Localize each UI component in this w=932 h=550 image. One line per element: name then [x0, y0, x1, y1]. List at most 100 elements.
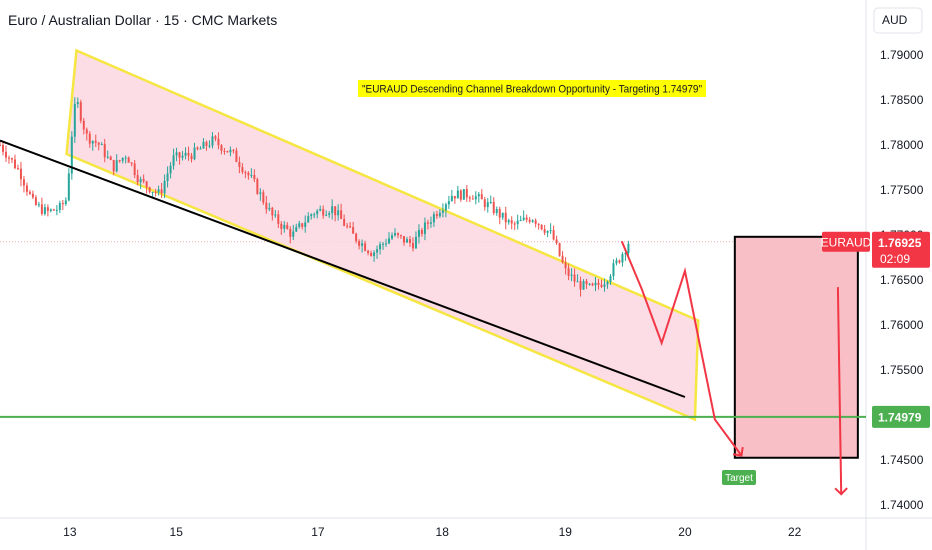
annotation-text: "EURAUD Descending Channel Breakdown Opp…	[362, 84, 702, 96]
candle-body	[492, 202, 495, 214]
candle-body	[100, 144, 103, 146]
candle-body	[564, 262, 567, 269]
candle-body	[423, 222, 426, 234]
candle-body	[253, 175, 256, 180]
candle-body	[220, 145, 223, 151]
candle-body	[612, 263, 615, 277]
candle-body	[172, 155, 175, 166]
candle-body	[157, 189, 160, 193]
candle-body	[388, 238, 391, 244]
y-tick-label: 1.74500	[880, 453, 924, 467]
candle-body	[103, 144, 106, 158]
candle-body	[552, 230, 555, 240]
candle-body	[229, 149, 232, 153]
candle-body	[292, 231, 295, 237]
chart-title: Euro / Australian Dollar · 15 · CMC Mark…	[8, 12, 278, 28]
candle-body	[208, 145, 211, 147]
candle-body	[196, 147, 199, 149]
candle-body	[549, 230, 552, 232]
candle-body	[94, 140, 97, 143]
candle-body	[46, 207, 49, 211]
candle-body	[483, 199, 486, 208]
annotation-background	[358, 80, 706, 97]
candle-body	[10, 158, 13, 160]
x-tick-label: 13	[63, 525, 77, 539]
candle-body	[217, 138, 220, 146]
candle-body	[145, 181, 148, 188]
target-zone-box[interactable]	[733, 235, 859, 459]
candle-body	[531, 220, 534, 222]
candle-body	[283, 224, 286, 229]
candle-body	[429, 222, 432, 224]
x-tick-label: 22	[788, 525, 802, 539]
candle-body	[322, 209, 325, 216]
currency-button[interactable]	[873, 7, 923, 34]
candle-body	[603, 284, 606, 287]
candle-body	[265, 202, 268, 210]
target-arrow[interactable]	[834, 287, 848, 496]
descending-channel[interactable]	[65, 48, 700, 422]
candle-body	[438, 212, 441, 217]
candle-body	[70, 136, 73, 174]
target-badge	[722, 470, 756, 485]
candle-body	[124, 157, 127, 159]
candle-body	[82, 120, 85, 130]
support-trendline[interactable]	[0, 139, 686, 398]
candle-body	[588, 283, 591, 285]
candle-body	[540, 224, 543, 230]
candle-body	[256, 179, 259, 194]
candle-body	[358, 241, 361, 246]
symbol-tag-label: EURAUD	[821, 235, 872, 249]
candle-body	[456, 190, 459, 199]
candle-body	[37, 204, 40, 206]
candle-body	[489, 202, 492, 204]
candle-body	[459, 190, 462, 200]
candle-body	[420, 229, 423, 234]
candle-body	[79, 102, 82, 121]
candle-body	[346, 225, 349, 227]
candle-body	[402, 236, 405, 243]
target-price-tag	[872, 405, 930, 428]
projection-path[interactable]	[620, 240, 744, 457]
candle-body	[579, 281, 582, 290]
candle-body	[238, 161, 241, 168]
candle-body	[504, 212, 507, 223]
candle-body	[567, 268, 570, 276]
candle-body	[576, 281, 579, 283]
candle-body	[441, 210, 444, 213]
x-tick-label: 19	[559, 525, 573, 539]
candle-body	[570, 274, 573, 276]
y-tick-label: 1.76000	[880, 318, 924, 332]
candle-body	[127, 157, 130, 163]
candle-body	[450, 195, 453, 202]
candle-body	[325, 214, 328, 216]
candle-body	[364, 243, 367, 251]
candle-body	[13, 159, 16, 169]
candle-body	[507, 220, 510, 223]
candle-body	[1, 145, 4, 152]
candle-body	[537, 223, 540, 225]
candle-body	[546, 230, 549, 233]
candle-body	[477, 194, 480, 197]
candle-body	[262, 192, 265, 203]
candle-body	[495, 208, 498, 214]
candle-body	[214, 136, 217, 139]
candle-body	[621, 254, 624, 263]
candle-body	[561, 255, 564, 263]
candle-body	[414, 236, 417, 249]
current-price-value: 1.76925	[878, 236, 922, 250]
candle-body	[169, 165, 172, 174]
candle-body	[355, 233, 358, 242]
y-tick-label: 1.79000	[880, 48, 924, 62]
candle-body	[136, 175, 139, 183]
candle-body	[109, 156, 112, 160]
candle-body	[163, 181, 166, 194]
candle-body	[226, 151, 229, 153]
candle-body	[474, 196, 477, 200]
candle-body	[385, 243, 388, 245]
candle-body	[411, 242, 414, 249]
candle-body	[139, 179, 142, 183]
candle-body	[271, 207, 274, 216]
